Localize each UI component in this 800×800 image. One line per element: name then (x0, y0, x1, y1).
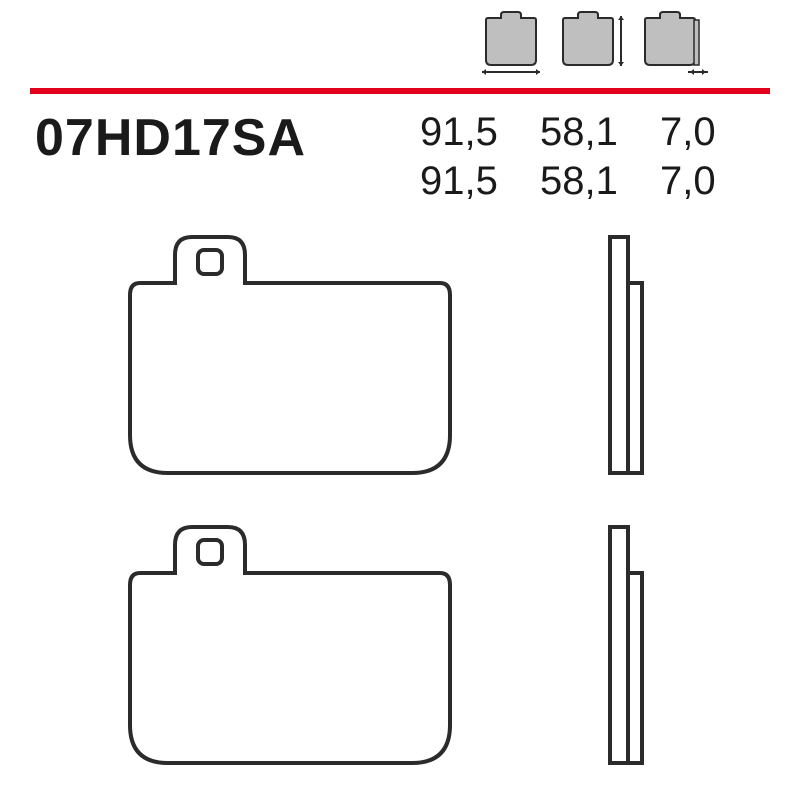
separator-line (30, 88, 770, 94)
dim-r1-thickness: 7,0 (660, 108, 750, 157)
dim-r2-width: 91,5 (420, 157, 540, 206)
dimensions-table: 91,5 58,1 7,0 91,5 58,1 7,0 (420, 108, 750, 206)
dim-r2-thickness: 7,0 (660, 157, 750, 206)
pad-2-front (90, 515, 490, 775)
pad-1-side (590, 225, 660, 485)
header-dimension-icons (476, 10, 710, 75)
thickness-icon (640, 10, 710, 75)
width-icon (476, 10, 546, 75)
dim-r2-height: 58,1 (540, 157, 660, 206)
brake-pads-drawing (50, 225, 750, 785)
height-icon (558, 10, 628, 75)
dim-r1-width: 91,5 (420, 108, 540, 157)
part-number: 07HD17SA (35, 108, 306, 168)
pad-1-front (90, 225, 490, 485)
dim-r1-height: 58,1 (540, 108, 660, 157)
pad-2-side (590, 515, 660, 775)
